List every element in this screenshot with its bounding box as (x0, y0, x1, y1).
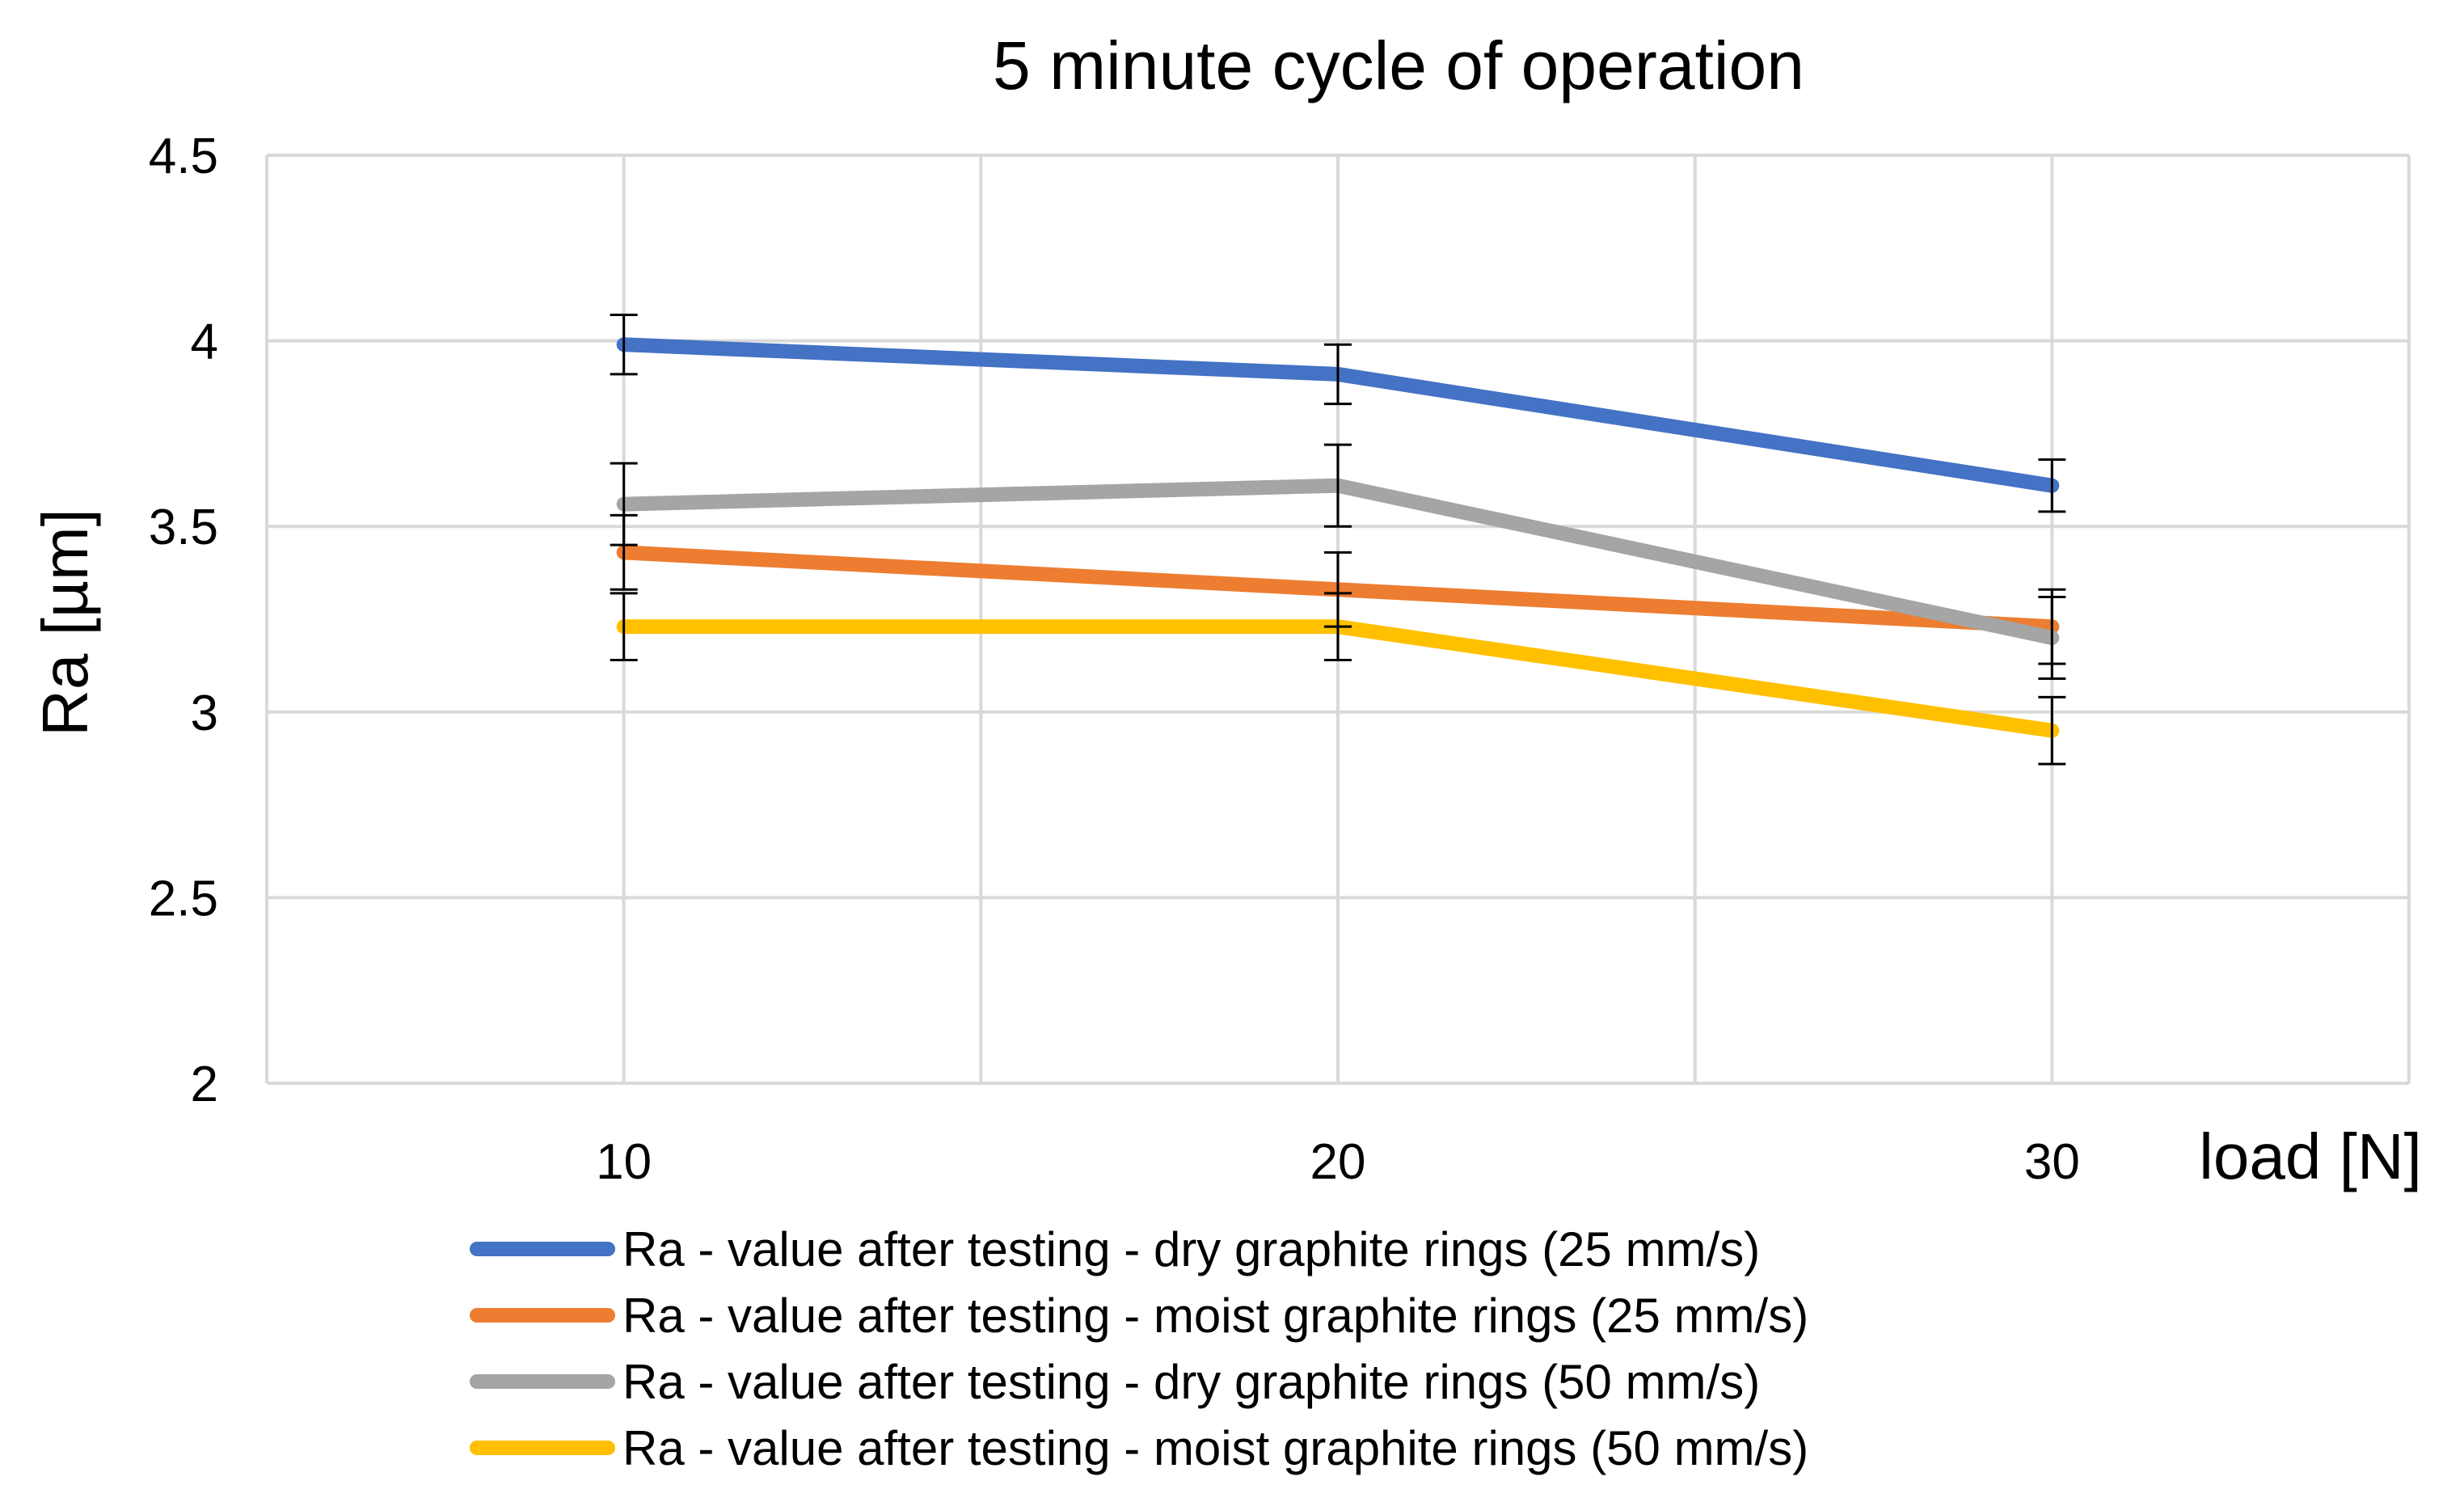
x-tick-label: 30 (2024, 1134, 2080, 1190)
y-tick-label: 3 (191, 686, 218, 741)
y-tick-label: 2.5 (149, 871, 218, 926)
error-bar (2038, 595, 2066, 680)
x-tick-label: 20 (1310, 1134, 1366, 1190)
y-tick-label: 3.5 (149, 500, 218, 555)
legend-label: Ra - value after testing - dry graphite … (622, 1222, 1760, 1276)
x-tick-label: 10 (596, 1134, 652, 1190)
error-bar (1324, 443, 1352, 528)
error-bars (610, 313, 2066, 766)
y-tick-label: 4.5 (149, 129, 218, 184)
error-bar (1324, 592, 1352, 662)
error-bar (2038, 695, 2066, 766)
error-bar (1324, 343, 1352, 406)
error-bar (2038, 458, 2066, 513)
error-bar (610, 592, 638, 662)
y-tick-label: 4 (191, 314, 218, 370)
legend-label: Ra - value after testing - dry graphite … (622, 1355, 1760, 1409)
y-tick-label: 2 (191, 1057, 218, 1112)
error-bar (610, 462, 638, 546)
legend: Ra - value after testing - dry graphite … (470, 1222, 1808, 1475)
legend-label: Ra - value after testing - moist graphit… (622, 1421, 1808, 1475)
grid (265, 154, 2411, 1085)
error-bar (610, 313, 638, 376)
x-axis-label: load [N] (2199, 1120, 2422, 1192)
y-axis-ticks: 2 2.5 3 3.5 4 4.5 (149, 129, 218, 1112)
legend-label: Ra - value after testing - moist graphit… (622, 1289, 1808, 1343)
x-axis-ticks: 10 20 30 (596, 1134, 2080, 1190)
y-axis-label: Ra [µm] (29, 508, 101, 736)
chart-title: 5 minute cycle of operation (993, 27, 1804, 103)
